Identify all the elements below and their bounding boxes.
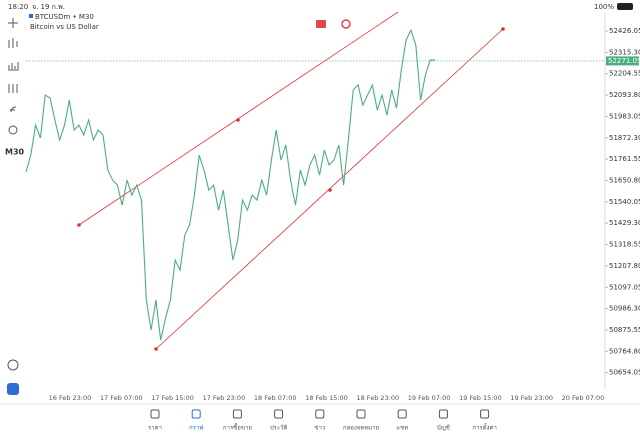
app-icon[interactable] <box>7 383 19 395</box>
current-price-box <box>606 56 639 66</box>
function-tool[interactable] <box>10 106 17 113</box>
x-tick-label: 18 Feb 07:00 <box>254 394 297 402</box>
nav-icon[interactable] <box>315 409 325 419</box>
symbol: BTCUSDm • M30 <box>35 13 94 21</box>
y-tick-label: 51872.30 <box>609 134 640 142</box>
y-tick-label: 50875.55 <box>609 326 640 334</box>
nav-label[interactable]: การซื้อขาย <box>223 422 252 432</box>
x-tick-label: 17 Feb 23:00 <box>203 394 246 402</box>
nav-label[interactable]: แชท <box>396 425 408 432</box>
symbol-description: Bitcoin vs US Dollar <box>30 23 99 31</box>
nav-icon[interactable] <box>150 409 160 419</box>
y-tick-label: 50764.80 <box>609 347 640 355</box>
anchor <box>328 188 332 192</box>
x-tick-label: 18 Feb 23:00 <box>356 394 399 402</box>
clock-tool[interactable] <box>7 359 19 371</box>
objects-tool[interactable] <box>8 84 18 93</box>
x-tick-label: 16 Feb 23:00 <box>49 394 92 402</box>
nav-icon[interactable] <box>480 409 490 419</box>
x-tick-label: 19 Feb 23:00 <box>510 394 553 402</box>
timeframe[interactable]: M30 <box>5 148 25 157</box>
battery-icon <box>617 3 633 10</box>
x-tick-label: 17 Feb 15:00 <box>151 394 194 402</box>
x-tick-label: 19 Feb 07:00 <box>408 394 451 402</box>
y-tick-label: 52426.05 <box>609 27 640 35</box>
y-tick-label: 51761.55 <box>609 155 640 163</box>
indicators-tool[interactable] <box>8 62 19 71</box>
y-tick-label: 50986.30 <box>609 305 640 313</box>
x-tick-label: 18 Feb 15:00 <box>305 394 348 402</box>
indicator-button[interactable] <box>341 19 351 29</box>
current-price-label: 52271.05 <box>608 57 640 65</box>
status-battery: 100% <box>594 3 614 11</box>
y-tick-label: 51650.80 <box>609 177 640 185</box>
x-tick-label: 17 Feb 07:00 <box>100 394 143 402</box>
nav-label[interactable]: ประวัติ <box>270 425 288 432</box>
y-tick-label: 51540.05 <box>609 198 640 206</box>
nav-label[interactable]: ราคา <box>148 425 162 432</box>
nav-label[interactable]: การตั้งค่า <box>472 422 496 432</box>
nav-label[interactable]: ข่าว <box>314 425 325 432</box>
anchor <box>501 27 505 31</box>
nav-label[interactable]: กล่องจดหมาย <box>343 425 379 432</box>
nav-label[interactable]: บัญชี <box>437 424 450 432</box>
nav-icon[interactable] <box>232 409 242 419</box>
nav-icon[interactable] <box>274 409 284 419</box>
anchor <box>77 223 81 227</box>
nav-icon[interactable] <box>397 409 407 419</box>
x-tick-label: 20 Feb 07:00 <box>562 394 605 402</box>
y-tick-label: 51097.05 <box>609 283 640 291</box>
symbol-marker <box>29 14 33 18</box>
anchor <box>154 347 158 351</box>
y-tick-label: 51983.05 <box>609 112 640 120</box>
y-tick-label: 51207.80 <box>609 262 640 270</box>
nav-icon[interactable] <box>356 409 366 419</box>
y-tick-label: 52204.55 <box>609 70 640 78</box>
status-time: 18:20 <box>8 3 28 11</box>
y-tick-label: 51429.30 <box>609 219 640 227</box>
y-tick-label: 51318.55 <box>609 241 640 249</box>
y-tick-label: 52093.80 <box>609 91 640 99</box>
bottom-nav: ราคา กราฟ การซื้อขาย ประวัติ ข่าว กล่องจดหมาย… <box>148 409 497 432</box>
nav-icon[interactable] <box>191 409 201 419</box>
nav-label[interactable]: กราฟ <box>189 425 203 432</box>
crosshair-tool[interactable] <box>8 18 18 28</box>
trade-button[interactable] <box>316 20 326 28</box>
toolbar <box>7 18 19 371</box>
shapes-tool[interactable] <box>8 125 18 135</box>
x-tick-label: 19 Feb 15:00 <box>459 394 502 402</box>
status-date: จ. 19 ก.พ. <box>32 3 65 11</box>
nav-icon[interactable] <box>438 409 448 419</box>
chart-type-tool[interactable] <box>8 38 18 48</box>
y-tick-label: 50654.05 <box>609 369 640 377</box>
anchor <box>236 118 240 122</box>
y-tick-label: 52315.30 <box>609 48 640 56</box>
price-line <box>25 28 435 341</box>
trend-points <box>77 27 505 351</box>
